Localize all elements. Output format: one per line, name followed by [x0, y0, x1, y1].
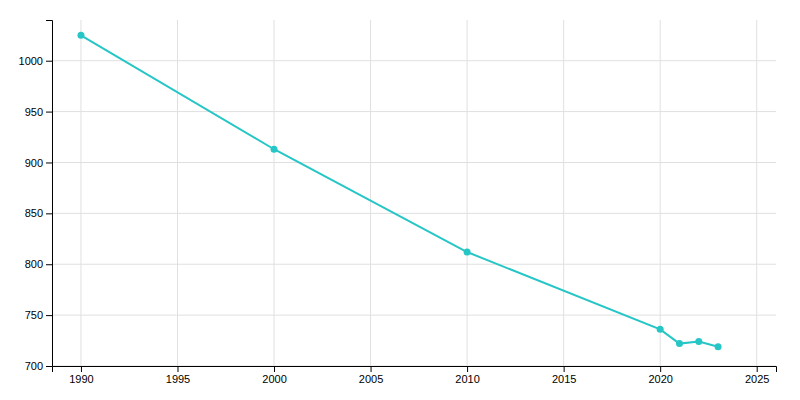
tick-mark [46, 112, 52, 113]
grid-line-y [52, 264, 776, 265]
tick-mark [564, 366, 565, 372]
grid-line-x [177, 20, 178, 366]
tick: 2005 [359, 366, 383, 385]
tick-mark [46, 264, 52, 265]
tick: 2025 [745, 366, 769, 385]
point [715, 343, 722, 350]
point [695, 338, 702, 345]
tick: 950 [25, 106, 52, 118]
tick: 850 [25, 207, 52, 219]
grid-line-y [52, 315, 776, 316]
tick-label: 1995 [166, 373, 190, 385]
axis-line [46, 21, 53, 367]
tick: 900 [25, 156, 52, 168]
grid-line-x [467, 20, 468, 366]
tick: 1995 [166, 366, 190, 385]
point [271, 146, 278, 153]
tick-mark [46, 61, 52, 62]
tick: 1990 [69, 366, 93, 385]
tick-label: 2010 [455, 373, 479, 385]
tick: 700 [25, 360, 52, 372]
chart: 1990 1995 2000 2005 2010 2015 2020 2025 700 750 80… [0, 0, 800, 400]
grid-line-x [660, 20, 661, 366]
grid-line-y [52, 162, 776, 163]
tick-label: 2020 [648, 373, 672, 385]
grid-line-y [52, 111, 776, 112]
tick: 2010 [455, 366, 479, 385]
tick-label: 950 [25, 106, 43, 118]
tick-mark [46, 162, 52, 163]
tick-mark [46, 315, 52, 316]
tick-mark [467, 366, 468, 372]
tick-label: 800 [25, 258, 43, 270]
tick-label: 1990 [69, 373, 93, 385]
tick: 2015 [552, 366, 576, 385]
point [77, 32, 84, 39]
tick: 750 [25, 309, 52, 321]
y-axis: 700 750 800 850 900 950 1000 [19, 21, 53, 373]
tick-label: 2005 [359, 373, 383, 385]
grid-line-x [756, 20, 757, 366]
tick-mark [46, 213, 52, 214]
plot: 1990 1995 2000 2005 2010 2015 2020 2025 700 750 80… [19, 20, 777, 385]
tick-mark [274, 366, 275, 372]
line [81, 35, 718, 346]
tick: 1000 [19, 55, 52, 67]
tick-label: 2015 [552, 373, 576, 385]
tick-mark [660, 366, 661, 372]
grid-line-y [52, 60, 776, 61]
x-axis: 1990 1995 2000 2005 2010 2015 2020 2025 [53, 366, 777, 385]
grid-line-x [563, 20, 564, 366]
marks [77, 32, 721, 350]
grid [52, 20, 776, 366]
grid-line-x [80, 20, 81, 366]
point [676, 340, 683, 347]
tick-label: 700 [25, 360, 43, 372]
tick-mark [46, 366, 52, 367]
grid-line-x [370, 20, 371, 366]
grid-line-y [52, 213, 776, 214]
tick-mark [757, 366, 758, 372]
tick-label: 1000 [19, 55, 43, 67]
tick-label: 850 [25, 207, 43, 219]
tick-mark [81, 366, 82, 372]
tick-mark [371, 366, 372, 372]
grid-line-x [274, 20, 275, 366]
tick-label: 2000 [262, 373, 286, 385]
point [657, 326, 664, 333]
tick: 800 [25, 258, 52, 270]
axis-line [53, 367, 777, 373]
tick-mark [177, 366, 178, 372]
tick: 2020 [648, 366, 672, 385]
tick-label: 2025 [745, 373, 769, 385]
point [464, 249, 471, 256]
tick-label: 750 [25, 309, 43, 321]
tick-label: 900 [25, 156, 43, 168]
tick: 2000 [262, 366, 286, 385]
